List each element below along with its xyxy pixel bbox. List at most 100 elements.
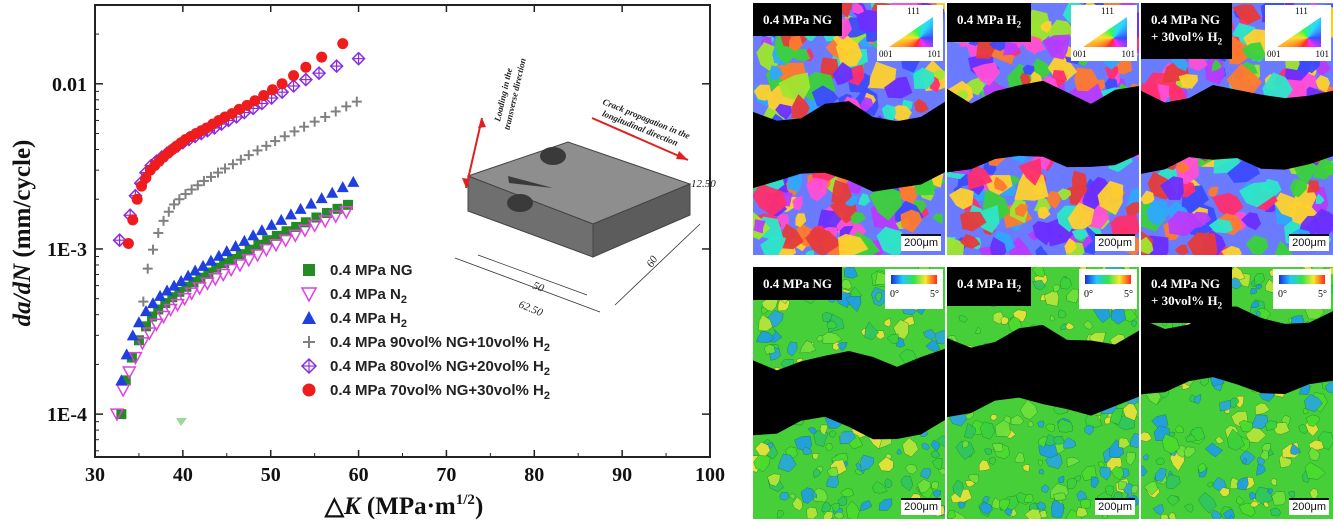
x-tick-label: 50	[261, 464, 281, 486]
data-point	[140, 321, 151, 332]
data-point	[268, 239, 284, 253]
x-tick-label: 30	[85, 464, 105, 486]
data-point	[181, 281, 192, 292]
data-point	[132, 316, 145, 328]
legend-entry: 0.4 MPa N2	[300, 286, 407, 306]
data-point	[158, 215, 169, 226]
data-point	[279, 131, 290, 142]
kam-color-key: 0° 5°	[1079, 269, 1137, 309]
data-point	[297, 224, 313, 238]
data-point	[294, 202, 307, 214]
data-point	[336, 181, 349, 193]
kam-map-panel: 0.4 MPa H2 0° 5° 200μm	[947, 267, 1139, 519]
data-point	[174, 194, 185, 205]
data-point	[281, 226, 292, 237]
legend-entry: 0.4 MPa 90vol% NG+10vol% H2	[303, 334, 550, 354]
ebsd-map-panel: 0.4 MPa NG 111 001 101 200μm	[753, 3, 945, 255]
data-point	[135, 337, 150, 351]
data-point	[184, 287, 199, 301]
data-point	[147, 311, 158, 322]
data-point	[167, 292, 178, 303]
data-point	[315, 192, 328, 204]
data-point	[211, 262, 222, 273]
data-point	[321, 208, 332, 219]
data-point	[227, 159, 238, 170]
crack	[1141, 306, 1333, 395]
scale-bar: 200μm	[901, 498, 941, 515]
data-point	[204, 254, 217, 266]
data-point	[307, 219, 322, 233]
data-point	[136, 180, 148, 192]
ebsd-map-panel: 0.4 MPa H2 111 001 101 200μm	[947, 3, 1139, 255]
legend-label: 0.4 MPa N2	[330, 286, 407, 306]
x-tick-label: 40	[173, 464, 193, 486]
kam-color-bar	[891, 275, 937, 284]
data-point	[291, 221, 302, 232]
scale-bar: 200μm	[1289, 234, 1329, 251]
ipf-color-key: 111 001 101	[1071, 5, 1137, 61]
data-point	[329, 59, 344, 74]
data-point	[286, 78, 301, 94]
ipf-label-111: 111	[1101, 6, 1114, 16]
data-point	[309, 116, 320, 127]
data-point	[343, 199, 354, 210]
kam-max-label: 5°	[1124, 289, 1133, 300]
panel-label: 0.4 MPa H2	[947, 3, 1032, 42]
data-point	[299, 121, 310, 132]
data-point	[146, 297, 159, 309]
data-point	[347, 175, 360, 187]
data-point	[351, 51, 366, 66]
data-point	[271, 230, 282, 241]
data-point	[337, 38, 349, 50]
ipf-label-001: 001	[1267, 49, 1281, 59]
data-point	[127, 214, 139, 226]
data-point	[266, 84, 278, 96]
data-point	[203, 267, 214, 278]
data-point	[216, 268, 231, 283]
ipf-triangle	[889, 17, 933, 47]
legend-label: 0.4 MPa 80vol% NG+20vol% H2	[330, 358, 550, 378]
ipf-label-101: 101	[927, 49, 942, 59]
kam-min-label: 0°	[1278, 289, 1287, 300]
x-tick-label: 60	[349, 464, 369, 486]
data-point	[262, 235, 273, 246]
data-point	[339, 205, 354, 220]
data-point	[253, 239, 264, 250]
data-point	[317, 215, 333, 229]
data-point	[180, 189, 191, 200]
data-point	[182, 269, 195, 281]
crack	[753, 101, 945, 192]
data-point	[311, 212, 322, 223]
crack	[753, 348, 945, 440]
data-point	[116, 409, 127, 420]
data-point	[160, 298, 171, 309]
kam-min-label: 0°	[1084, 289, 1093, 300]
dim-12: 12.50	[691, 178, 716, 190]
chart-legend: 0.4 MPa NG 0.4 MPa N2 0.4 MPa H2 0.4 MPa 90…	[300, 262, 550, 402]
data-point	[115, 374, 128, 386]
ipf-label-101: 101	[1121, 49, 1136, 59]
ipf-label-111: 111	[1295, 6, 1308, 16]
data-point	[205, 171, 216, 182]
data-point	[250, 249, 265, 263]
data-point	[252, 145, 263, 156]
ebsd-map-panel: 0.4 MPa NG + 30vol% H2 111 001 101 200μm	[1141, 3, 1333, 255]
x-tick-label: 80	[524, 464, 544, 486]
data-point	[305, 197, 318, 209]
data-point	[153, 304, 164, 315]
data-point	[189, 264, 202, 276]
data-point	[247, 229, 260, 241]
crack	[947, 80, 1139, 173]
data-point	[288, 229, 303, 243]
x-tick-label: 70	[436, 464, 456, 486]
data-point	[212, 249, 225, 261]
data-point	[156, 310, 171, 325]
data-point	[235, 154, 246, 165]
panel-label: 0.4 MPa NG + 30vol% H2	[1141, 267, 1233, 323]
data-point	[278, 234, 293, 248]
data-point	[241, 99, 253, 111]
data-point	[142, 327, 157, 341]
data-point	[351, 96, 362, 107]
data-point	[275, 213, 288, 225]
data-point	[341, 101, 352, 112]
